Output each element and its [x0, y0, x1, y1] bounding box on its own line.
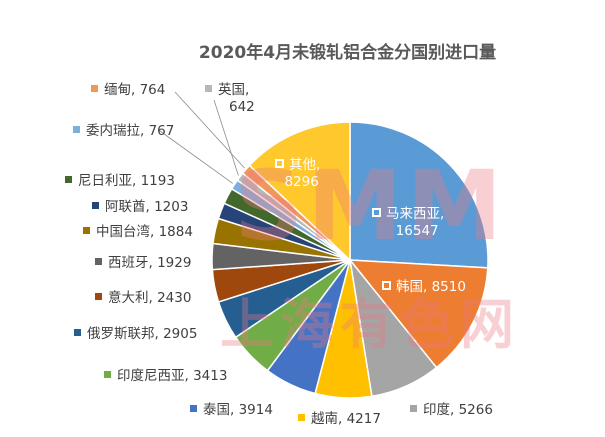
label-nigeria-text: 尼日利亚, 1193 [78, 173, 175, 189]
label-russia: 俄罗斯联邦, 2905 [74, 326, 197, 343]
pie-slice-15 [248, 121, 351, 262]
legend-marker-thailand [190, 405, 197, 412]
legend-marker-myanmar [91, 85, 98, 92]
label-spain: 西班牙, 1929 [95, 255, 191, 272]
label-other-value: 8296 [284, 174, 319, 190]
label-malaysia: 马来西亚, 16547 [372, 206, 444, 240]
label-other: 其他, 8296 [275, 157, 320, 191]
legend-marker-russia [74, 329, 81, 336]
label-india-text: 印度, 5266 [423, 402, 493, 418]
legend-marker-uk [205, 85, 212, 92]
label-india: 印度, 5266 [410, 402, 493, 419]
label-thailand: 泰国, 3914 [190, 402, 273, 419]
leader-line-13 [213, 99, 239, 176]
label-nigeria: 尼日利亚, 1193 [65, 173, 175, 190]
legend-marker-vietnam [298, 414, 305, 421]
label-thailand-text: 泰国, 3914 [203, 402, 273, 418]
label-malaysia-name: 马来西亚, [386, 206, 445, 222]
label-indonesia: 印度尼西亚, 3413 [104, 368, 227, 385]
label-korea: 韩国, 8510 [382, 279, 466, 296]
label-italy-text: 意大利, 2430 [108, 290, 192, 306]
legend-marker-malaysia [372, 208, 381, 217]
legend-marker-india [410, 405, 417, 412]
legend-marker-spain [95, 258, 102, 265]
pie-slice-0 [349, 121, 489, 269]
legend-marker-indonesia [104, 371, 111, 378]
label-indonesia-text: 印度尼西亚, 3413 [117, 368, 228, 384]
label-myanmar: 缅甸, 764 [91, 82, 165, 99]
legend-marker-taiwan [83, 227, 90, 234]
leader-line-12 [159, 130, 234, 184]
label-myanmar-text: 缅甸, 764 [104, 82, 166, 98]
label-uae-text: 阿联酋, 1203 [105, 199, 189, 215]
label-uae: 阿联酋, 1203 [92, 199, 188, 216]
label-uk-name: 英国, [218, 82, 250, 98]
label-taiwan-text: 中国台湾, 1884 [96, 224, 193, 240]
legend-marker-uae [92, 202, 99, 209]
label-russia-text: 俄罗斯联邦, 2905 [87, 326, 198, 342]
legend-marker-korea [382, 281, 391, 290]
legend-marker-venezuela [73, 126, 80, 133]
label-other-name: 其他, [289, 157, 321, 173]
label-taiwan: 中国台湾, 1884 [83, 224, 193, 241]
label-spain-text: 西班牙, 1929 [108, 255, 192, 271]
label-italy: 意大利, 2430 [95, 290, 191, 307]
label-venezuela: 委内瑞拉, 767 [73, 123, 174, 140]
label-vietnam: 越南, 4217 [298, 411, 381, 428]
label-malaysia-value: 16547 [395, 223, 439, 239]
label-vietnam-text: 越南, 4217 [311, 411, 381, 427]
legend-marker-italy [95, 293, 102, 300]
leader-line-14 [174, 91, 245, 169]
legend-marker-nigeria [65, 176, 72, 183]
label-venezuela-text: 委内瑞拉, 767 [86, 123, 175, 139]
label-uk-value: 642 [229, 99, 255, 115]
chart-title: 2020年4月未锻轧铝合金分国别进口量 [198, 43, 497, 63]
label-korea-text: 韩国, 8510 [396, 279, 466, 295]
legend-marker-other [275, 159, 284, 168]
label-uk: 英国, 642 [205, 82, 255, 116]
